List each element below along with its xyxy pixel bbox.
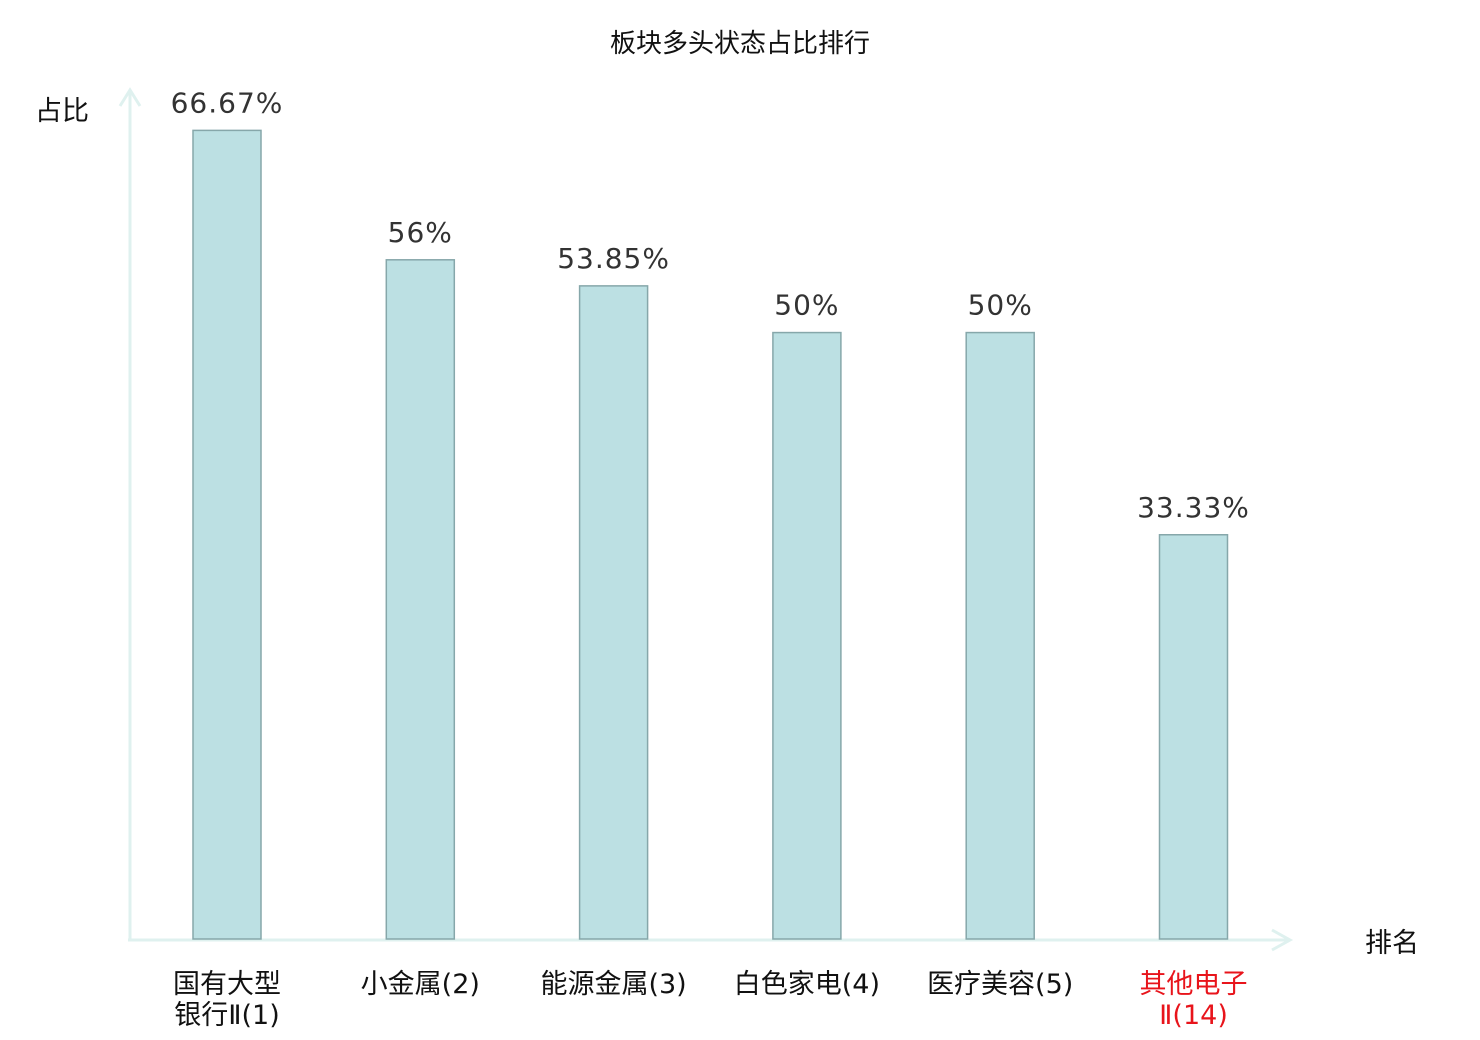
data-label: 56% xyxy=(388,216,453,249)
x-tick-label: 小金属(2) xyxy=(361,969,480,1000)
bar xyxy=(1158,534,1229,940)
data-label: 50% xyxy=(774,289,839,322)
x-tick-label: 国有大型 xyxy=(173,969,281,1000)
data-label: 53.85% xyxy=(557,242,670,275)
x-tick-label: 医疗美容(5) xyxy=(927,969,1073,1000)
data-label: 50% xyxy=(968,289,1033,322)
data-label: 33.33% xyxy=(1137,491,1250,524)
x-tick-label: 银行Ⅱ(1) xyxy=(174,1000,280,1031)
x-tick-label: 其他电子 xyxy=(1140,969,1248,1000)
bar xyxy=(578,285,649,940)
bar xyxy=(772,331,842,940)
x-axis-label: 排名 xyxy=(1365,928,1419,959)
chart-title: 板块多头状态占比排行 xyxy=(610,29,870,59)
x-tick-label: 能源金属(3) xyxy=(540,969,686,1000)
axes xyxy=(118,87,1294,952)
bar xyxy=(385,259,456,940)
x-tick-label: Ⅱ(14) xyxy=(1159,1000,1228,1031)
data-label: 66.67% xyxy=(171,86,284,119)
y-axis-arrow-icon xyxy=(118,87,142,107)
bar xyxy=(192,129,262,940)
bar xyxy=(965,331,1035,940)
x-axis-arrow-icon xyxy=(1271,928,1294,952)
y-axis-label: 占比 xyxy=(35,96,89,127)
x-tick-label: 白色家电(4) xyxy=(734,969,880,1000)
